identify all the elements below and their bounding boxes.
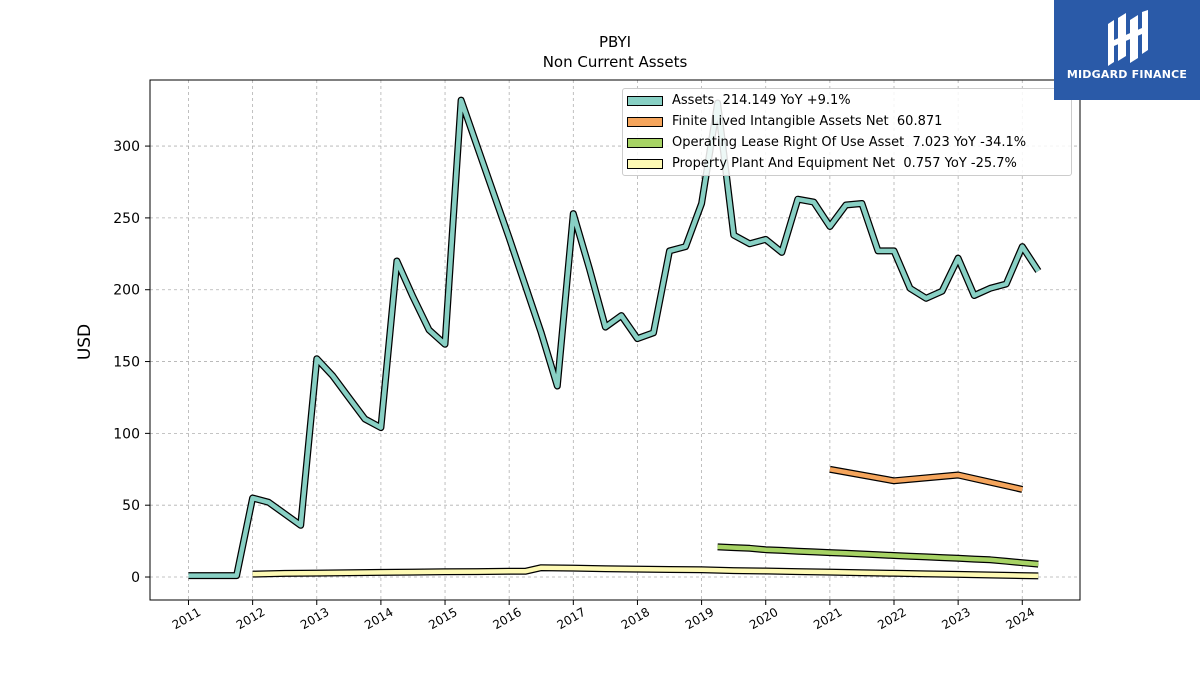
- legend-label-intangible: Finite Lived Intangible Assets Net 60.87…: [672, 114, 943, 129]
- series-line-2: [717, 544, 1039, 567]
- y-tick-label: 100: [113, 426, 140, 442]
- y-tick-label: 50: [122, 498, 140, 514]
- legend-swatch-intangible: [627, 117, 663, 127]
- series-lines: [188, 96, 1042, 580]
- y-axis: 0 50 100 150 200 250 300: [113, 139, 150, 586]
- legend-swatch-lease: [627, 138, 663, 148]
- x-tick-label: 2018: [619, 605, 652, 632]
- legend-label-lease: Operating Lease Right Of Use Asset 7.023…: [672, 135, 1027, 150]
- legend-item-assets: Assets 214.149 YoY +9.1%: [627, 92, 1071, 112]
- midgard-logo-icon: [1102, 10, 1152, 72]
- x-tick-label: 2011: [170, 605, 203, 632]
- legend-item-ppe: Property Plant And Equipment Net 0.757 Y…: [627, 155, 1071, 175]
- x-axis: 2011 2012 2013 2014 2015 2016 2017 2018 2019 2020…: [170, 600, 1037, 632]
- x-tick-label: 2013: [298, 605, 331, 632]
- legend-item-lease: Operating Lease Right Of Use Asset 7.023…: [627, 134, 1071, 154]
- legend: Assets 214.149 YoY +9.1% Finite Lived In…: [622, 88, 1072, 176]
- y-tick-label: 300: [113, 139, 140, 155]
- legend-label-assets: Assets 214.149 YoY +9.1%: [672, 93, 851, 108]
- x-tick-label: 2014: [362, 605, 395, 632]
- legend-swatch-ppe: [627, 159, 663, 169]
- legend-item-intangible: Finite Lived Intangible Assets Net 60.87…: [627, 113, 1071, 133]
- chart-subtitle: Non Current Assets: [542, 53, 688, 71]
- y-tick-label: 0: [131, 570, 140, 586]
- x-tick-label: 2017: [555, 605, 588, 632]
- series-line-0: [188, 97, 1041, 578]
- legend-swatch-assets: [627, 96, 663, 106]
- x-tick-label: 2024: [1004, 605, 1037, 632]
- x-tick-label: 2023: [939, 605, 972, 632]
- y-axis-label: USD: [75, 324, 95, 360]
- logo-text: MIDGARD FINANCE: [1066, 68, 1188, 81]
- x-tick-label: 2015: [426, 605, 459, 632]
- y-tick-label: 250: [113, 211, 140, 227]
- x-tick-label: 2020: [747, 605, 780, 632]
- chart-title: PBYI: [598, 33, 632, 51]
- x-tick-label: 2012: [234, 605, 267, 632]
- x-tick-label: 2021: [811, 605, 844, 632]
- plot-frame: [149, 79, 1081, 601]
- x-tick-label: 2016: [490, 605, 523, 632]
- series-line-3: [252, 565, 1039, 579]
- x-tick-label: 2019: [683, 605, 716, 632]
- midgard-finance-logo: MIDGARD FINANCE: [1054, 0, 1200, 100]
- legend-label-ppe: Property Plant And Equipment Net 0.757 Y…: [672, 156, 1017, 171]
- y-tick-label: 200: [113, 283, 140, 299]
- y-tick-label: 150: [113, 355, 140, 371]
- x-tick-label: 2022: [875, 605, 908, 632]
- series-line-1: [829, 467, 1023, 492]
